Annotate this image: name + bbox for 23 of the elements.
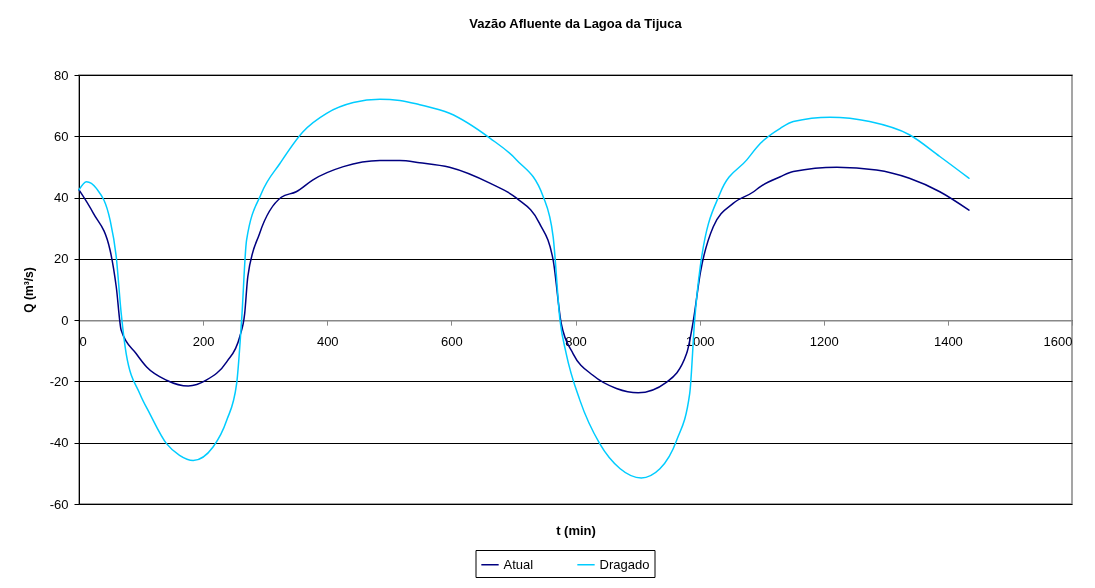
- x-tick-label: 1400: [933, 333, 963, 349]
- x-tick-label: 1600: [1043, 333, 1073, 349]
- y-tick-label: 40: [54, 190, 69, 206]
- x-tick-label: 800: [565, 333, 587, 349]
- x-tick-label: 400: [316, 333, 339, 349]
- y-tick-label: 20: [54, 251, 69, 267]
- y-tick-label: -20: [49, 373, 69, 389]
- x-tick-label: 1200: [809, 333, 839, 349]
- y-tick-label: 80: [54, 67, 69, 83]
- legend-label: Atual: [503, 556, 534, 572]
- x-tick-label: 200: [192, 333, 215, 349]
- y-tick-label: 0: [61, 312, 69, 328]
- legend-label: Dragado: [599, 556, 650, 572]
- y-tick-label: -60: [49, 496, 69, 512]
- line-series: [78, 98, 970, 479]
- y-tick-label: -40: [49, 435, 69, 451]
- y-tick-label: 60: [54, 128, 69, 144]
- line-series: [78, 159, 970, 394]
- x-axis-title: t (min): [556, 522, 596, 538]
- chart-title: Vazão Afluente da Lagoa da Tijuca: [469, 16, 683, 31]
- x-tick-label: 600: [441, 333, 463, 349]
- x-tick-label: 0: [79, 333, 87, 349]
- y-axis-title: Q (m³/s): [21, 267, 36, 313]
